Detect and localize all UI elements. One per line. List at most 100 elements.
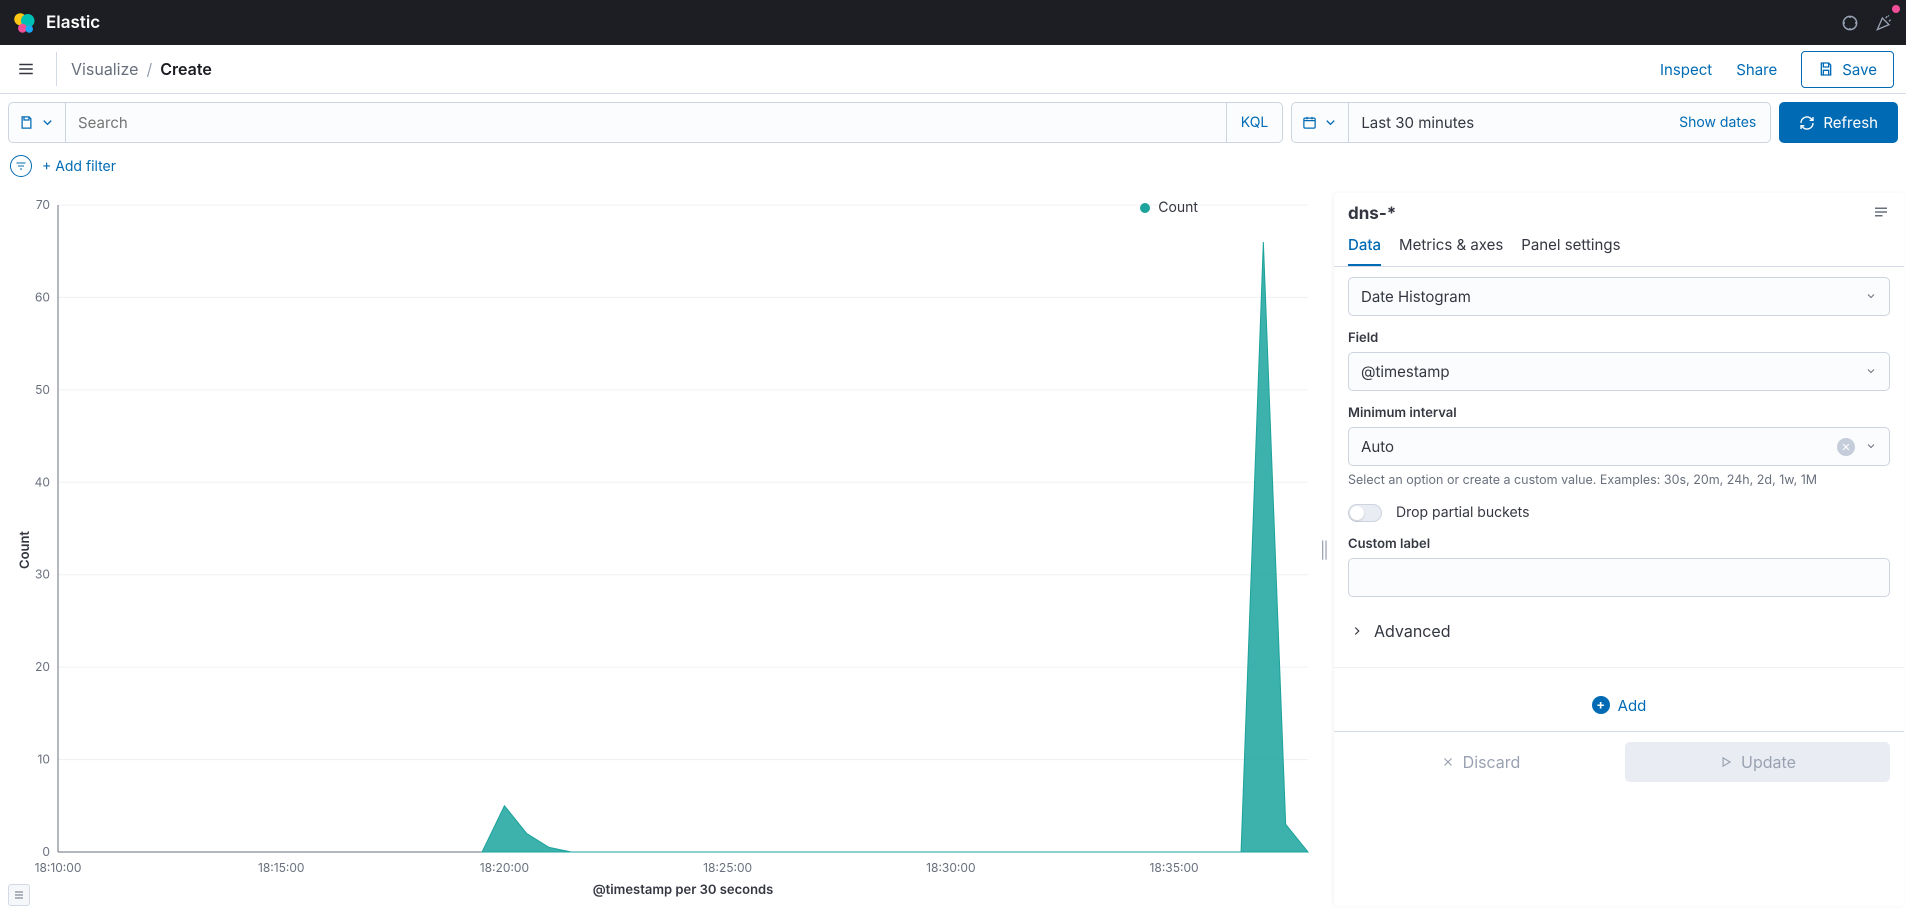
breadcrumb-visualize[interactable]: Visualize <box>71 59 138 79</box>
tab-metrics-axes[interactable]: Metrics & axes <box>1399 235 1503 266</box>
chevron-right-icon <box>1350 624 1364 638</box>
svg-text:18:35:00: 18:35:00 <box>1150 860 1199 875</box>
brand-cluster[interactable]: Elastic <box>12 11 100 35</box>
config-panel: || dns-* Data Metrics & axes Panel setti… <box>1334 193 1904 906</box>
add-bucket-button[interactable]: + Add <box>1348 684 1890 721</box>
svg-text:70: 70 <box>36 197 50 212</box>
advanced-label: Advanced <box>1374 621 1451 641</box>
disk-icon <box>19 115 34 130</box>
svg-text:60: 60 <box>35 289 50 304</box>
chart-canvas: 01020304050607018:10:0018:15:0018:20:001… <box>0 195 1328 910</box>
advanced-toggle[interactable]: Advanced <box>1348 611 1890 651</box>
min-interval-value: Auto <box>1361 437 1394 456</box>
legend-label: Count <box>1158 199 1198 216</box>
celebrate-icon[interactable] <box>1874 13 1894 33</box>
field-value: @timestamp <box>1361 362 1450 381</box>
drop-partial-switch[interactable] <box>1348 504 1382 522</box>
query-bar: KQL Last 30 minutes Show dates Refresh <box>0 94 1906 151</box>
plus-circle-icon: + <box>1592 696 1610 714</box>
aggregation-value: Date Histogram <box>1361 287 1471 306</box>
saved-query-button[interactable] <box>9 103 66 142</box>
svg-text:@timestamp per 30 seconds: @timestamp per 30 seconds <box>593 882 774 898</box>
breadcrumb-separator: / <box>146 59 152 79</box>
add-filter-link[interactable]: + Add filter <box>42 158 116 175</box>
custom-label-label: Custom label <box>1348 536 1890 552</box>
config-body: Date Histogram Field @timestamp Minimum … <box>1334 267 1904 731</box>
resize-handle-icon[interactable]: || <box>1320 540 1327 560</box>
legend-position-button[interactable] <box>8 884 30 906</box>
chart-legend[interactable]: Count <box>1140 199 1198 216</box>
clear-icon[interactable]: ✕ <box>1837 438 1855 456</box>
field-label: Field <box>1348 330 1890 346</box>
config-footer: Discard Update <box>1334 731 1904 792</box>
top-bar: Elastic <box>0 0 1906 45</box>
kql-toggle[interactable]: KQL <box>1226 103 1283 142</box>
legend-dot <box>1140 203 1150 213</box>
refresh-icon <box>1799 115 1815 131</box>
menu-toggle-icon[interactable] <box>12 55 40 83</box>
svg-text:10: 10 <box>38 752 50 767</box>
topbar-right <box>1840 13 1894 33</box>
tab-data[interactable]: Data <box>1348 235 1381 266</box>
save-button-label: Save <box>1842 60 1877 79</box>
breadcrumb: Visualize / Create <box>71 59 212 79</box>
svg-text:18:25:00: 18:25:00 <box>703 860 752 875</box>
time-range-value[interactable]: Last 30 minutes <box>1349 103 1665 142</box>
add-label: Add <box>1618 696 1647 715</box>
svg-text:50: 50 <box>35 382 50 397</box>
nav-bar: Visualize / Create Inspect Share Save <box>0 45 1906 94</box>
min-interval-help: Select an option or create a custom valu… <box>1348 472 1890 490</box>
discard-button[interactable]: Discard <box>1348 742 1613 782</box>
field-select[interactable]: @timestamp <box>1348 352 1890 391</box>
news-icon[interactable] <box>1840 13 1860 33</box>
calendar-icon <box>1302 115 1317 130</box>
search-input[interactable] <box>66 103 1226 142</box>
filter-options-icon[interactable] <box>10 155 32 177</box>
main-area: Count Count 0 10 20 30 40 50 60 70 18:10:00 18:15… <box>0 189 1906 910</box>
search-group: KQL <box>8 102 1283 143</box>
chevron-down-icon <box>40 115 55 130</box>
discard-label: Discard <box>1463 752 1521 772</box>
svg-text:0: 0 <box>42 844 50 859</box>
index-pattern-title[interactable]: dns-* <box>1348 204 1396 224</box>
share-link[interactable]: Share <box>1736 60 1777 79</box>
show-dates-link[interactable]: Show dates <box>1665 103 1770 142</box>
elastic-logo-icon <box>12 11 36 35</box>
play-icon <box>1719 755 1733 769</box>
save-icon <box>1818 61 1834 77</box>
update-label: Update <box>1741 752 1796 772</box>
svg-text:30: 30 <box>35 567 50 582</box>
svg-text:40: 40 <box>35 474 50 489</box>
svg-text:18:30:00: 18:30:00 <box>926 860 975 875</box>
chevron-down-icon <box>1865 362 1877 381</box>
svg-text:20: 20 <box>35 659 50 674</box>
svg-text:18:10:00: 18:10:00 <box>35 860 82 875</box>
chevron-down-icon <box>1865 287 1877 306</box>
save-button[interactable]: Save <box>1801 51 1894 88</box>
time-range-group: Last 30 minutes Show dates <box>1291 102 1771 143</box>
panel-options-icon[interactable] <box>1872 203 1890 225</box>
update-button[interactable]: Update <box>1625 742 1890 782</box>
custom-label-input[interactable] <box>1348 558 1890 597</box>
svg-text:18:15:00: 18:15:00 <box>258 860 305 875</box>
inspect-link[interactable]: Inspect <box>1660 60 1712 79</box>
min-interval-select[interactable]: Auto ✕ <box>1348 427 1890 466</box>
y-axis-title: Count <box>17 531 33 569</box>
refresh-button[interactable]: Refresh <box>1779 102 1898 143</box>
chevron-down-icon <box>1323 115 1338 130</box>
nav-actions: Inspect Share Save <box>1660 51 1894 88</box>
min-interval-label: Minimum interval <box>1348 405 1890 421</box>
divider <box>1334 667 1904 668</box>
config-tabs: Data Metrics & axes Panel settings <box>1334 225 1904 267</box>
chevron-down-icon <box>1865 437 1877 456</box>
drop-partial-row: Drop partial buckets <box>1348 504 1890 522</box>
close-icon <box>1441 755 1455 769</box>
notification-dot <box>1892 5 1900 13</box>
refresh-button-label: Refresh <box>1823 113 1878 132</box>
divider <box>56 52 57 86</box>
filter-row: + Add filter <box>0 151 1906 189</box>
tab-panel-settings[interactable]: Panel settings <box>1521 235 1620 266</box>
aggregation-select[interactable]: Date Histogram <box>1348 277 1890 316</box>
time-picker-button[interactable] <box>1292 103 1349 142</box>
drop-partial-label: Drop partial buckets <box>1396 504 1529 521</box>
